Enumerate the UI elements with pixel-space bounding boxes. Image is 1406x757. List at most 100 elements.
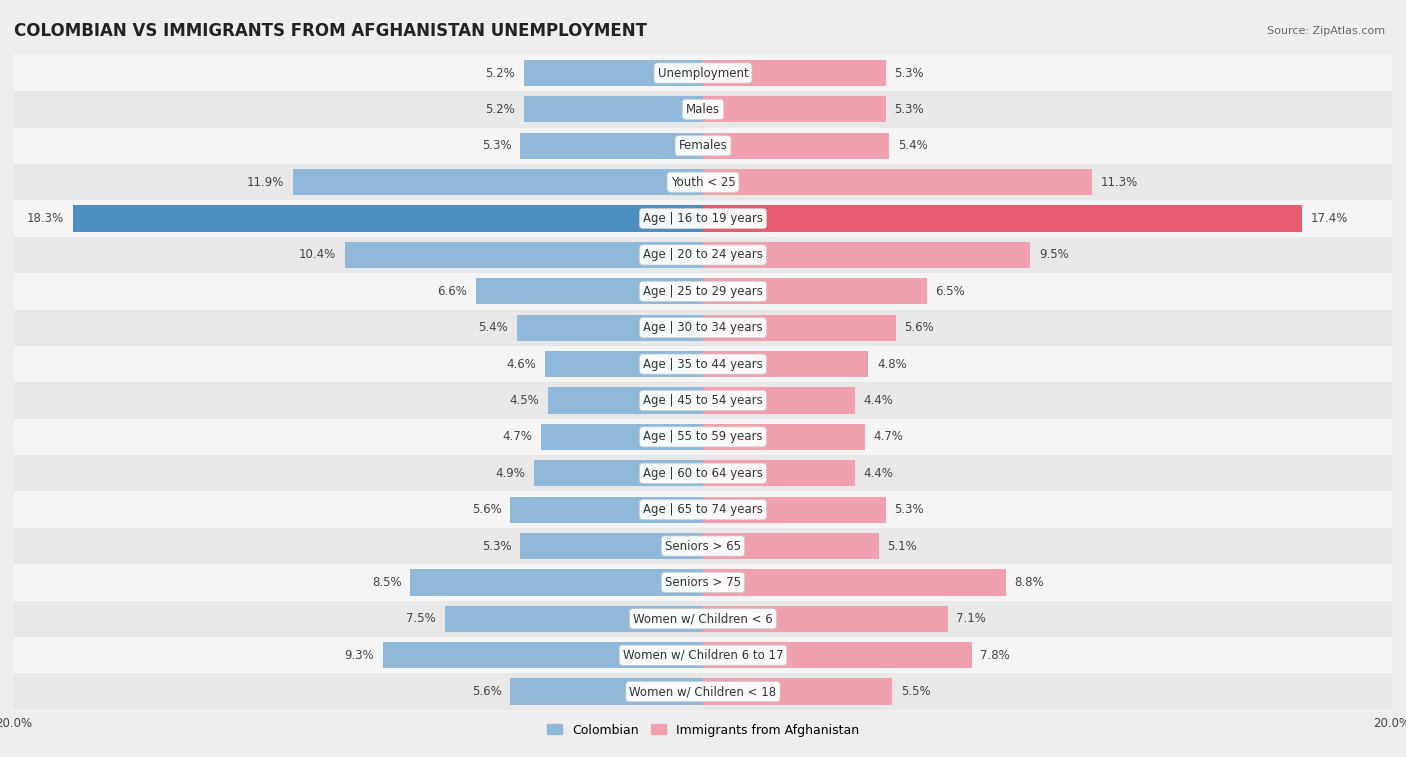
Bar xyxy=(703,642,972,668)
Text: 5.1%: 5.1% xyxy=(887,540,917,553)
Bar xyxy=(73,205,703,232)
Text: Unemployment: Unemployment xyxy=(658,67,748,79)
Text: 4.5%: 4.5% xyxy=(509,394,540,407)
Bar xyxy=(517,315,703,341)
Bar xyxy=(703,388,855,413)
Bar xyxy=(703,351,869,377)
Text: 5.3%: 5.3% xyxy=(482,139,512,152)
Bar xyxy=(703,678,893,705)
Bar xyxy=(703,205,1302,232)
Bar xyxy=(703,424,865,450)
Text: 5.3%: 5.3% xyxy=(482,540,512,553)
Bar xyxy=(703,606,948,632)
Text: Age | 45 to 54 years: Age | 45 to 54 years xyxy=(643,394,763,407)
Bar xyxy=(520,533,703,559)
Text: Age | 30 to 34 years: Age | 30 to 34 years xyxy=(643,321,763,334)
Bar xyxy=(14,55,1392,91)
Bar xyxy=(14,201,1392,237)
Bar xyxy=(14,419,1392,455)
Text: 5.3%: 5.3% xyxy=(894,503,924,516)
Text: Age | 65 to 74 years: Age | 65 to 74 years xyxy=(643,503,763,516)
Bar xyxy=(548,388,703,413)
Bar xyxy=(703,315,896,341)
Bar xyxy=(520,132,703,159)
Text: 6.6%: 6.6% xyxy=(437,285,467,298)
Text: 7.5%: 7.5% xyxy=(406,612,436,625)
Text: 10.4%: 10.4% xyxy=(299,248,336,261)
Bar xyxy=(703,279,927,304)
Bar xyxy=(14,237,1392,273)
Text: 5.2%: 5.2% xyxy=(485,67,515,79)
Text: Males: Males xyxy=(686,103,720,116)
Bar xyxy=(411,569,703,596)
Bar xyxy=(444,606,703,632)
Text: Age | 55 to 59 years: Age | 55 to 59 years xyxy=(643,431,763,444)
Text: 17.4%: 17.4% xyxy=(1310,212,1348,225)
Text: 8.8%: 8.8% xyxy=(1015,576,1045,589)
Text: Source: ZipAtlas.com: Source: ZipAtlas.com xyxy=(1267,26,1385,36)
Bar xyxy=(703,533,879,559)
Text: Age | 25 to 29 years: Age | 25 to 29 years xyxy=(643,285,763,298)
Bar xyxy=(14,455,1392,491)
Text: 9.3%: 9.3% xyxy=(344,649,374,662)
Text: Age | 35 to 44 years: Age | 35 to 44 years xyxy=(643,357,763,371)
Text: 18.3%: 18.3% xyxy=(27,212,65,225)
Text: Seniors > 65: Seniors > 65 xyxy=(665,540,741,553)
Text: 9.5%: 9.5% xyxy=(1039,248,1069,261)
Text: 5.3%: 5.3% xyxy=(894,103,924,116)
Text: COLOMBIAN VS IMMIGRANTS FROM AFGHANISTAN UNEMPLOYMENT: COLOMBIAN VS IMMIGRANTS FROM AFGHANISTAN… xyxy=(14,22,647,40)
Text: 5.6%: 5.6% xyxy=(904,321,934,334)
Bar xyxy=(14,164,1392,201)
Bar xyxy=(14,382,1392,419)
Bar xyxy=(14,564,1392,600)
Text: Age | 60 to 64 years: Age | 60 to 64 years xyxy=(643,467,763,480)
Text: 5.6%: 5.6% xyxy=(472,503,502,516)
Bar xyxy=(524,60,703,86)
Bar xyxy=(292,169,703,195)
Text: 4.7%: 4.7% xyxy=(873,431,904,444)
Bar xyxy=(510,497,703,523)
Bar xyxy=(703,60,886,86)
Bar xyxy=(14,346,1392,382)
Bar xyxy=(14,674,1392,710)
Text: 4.7%: 4.7% xyxy=(502,431,533,444)
Text: 5.4%: 5.4% xyxy=(897,139,928,152)
Bar xyxy=(524,96,703,123)
Text: 5.2%: 5.2% xyxy=(485,103,515,116)
Bar xyxy=(14,600,1392,637)
Text: 4.8%: 4.8% xyxy=(877,357,907,371)
Text: 7.8%: 7.8% xyxy=(980,649,1010,662)
Text: 5.6%: 5.6% xyxy=(472,685,502,698)
Bar xyxy=(14,491,1392,528)
Text: Youth < 25: Youth < 25 xyxy=(671,176,735,188)
Bar xyxy=(703,569,1007,596)
Text: Age | 20 to 24 years: Age | 20 to 24 years xyxy=(643,248,763,261)
Bar xyxy=(14,273,1392,310)
Bar xyxy=(703,460,855,486)
Text: 8.5%: 8.5% xyxy=(373,576,402,589)
Bar xyxy=(703,169,1092,195)
Text: 5.5%: 5.5% xyxy=(901,685,931,698)
Text: 4.4%: 4.4% xyxy=(863,467,893,480)
Bar xyxy=(544,351,703,377)
Bar xyxy=(703,497,886,523)
Text: 11.9%: 11.9% xyxy=(247,176,284,188)
Text: Females: Females xyxy=(679,139,727,152)
Bar xyxy=(510,678,703,705)
Bar xyxy=(382,642,703,668)
Text: 7.1%: 7.1% xyxy=(956,612,986,625)
Bar xyxy=(344,241,703,268)
Bar xyxy=(14,310,1392,346)
Text: 5.3%: 5.3% xyxy=(894,67,924,79)
Text: 6.5%: 6.5% xyxy=(935,285,966,298)
Text: Women w/ Children 6 to 17: Women w/ Children 6 to 17 xyxy=(623,649,783,662)
Bar xyxy=(703,132,889,159)
Text: Age | 16 to 19 years: Age | 16 to 19 years xyxy=(643,212,763,225)
Text: Women w/ Children < 6: Women w/ Children < 6 xyxy=(633,612,773,625)
Bar xyxy=(534,460,703,486)
Bar xyxy=(475,279,703,304)
Text: 4.4%: 4.4% xyxy=(863,394,893,407)
Bar xyxy=(14,91,1392,128)
Text: Women w/ Children < 18: Women w/ Children < 18 xyxy=(630,685,776,698)
Text: 4.6%: 4.6% xyxy=(506,357,536,371)
